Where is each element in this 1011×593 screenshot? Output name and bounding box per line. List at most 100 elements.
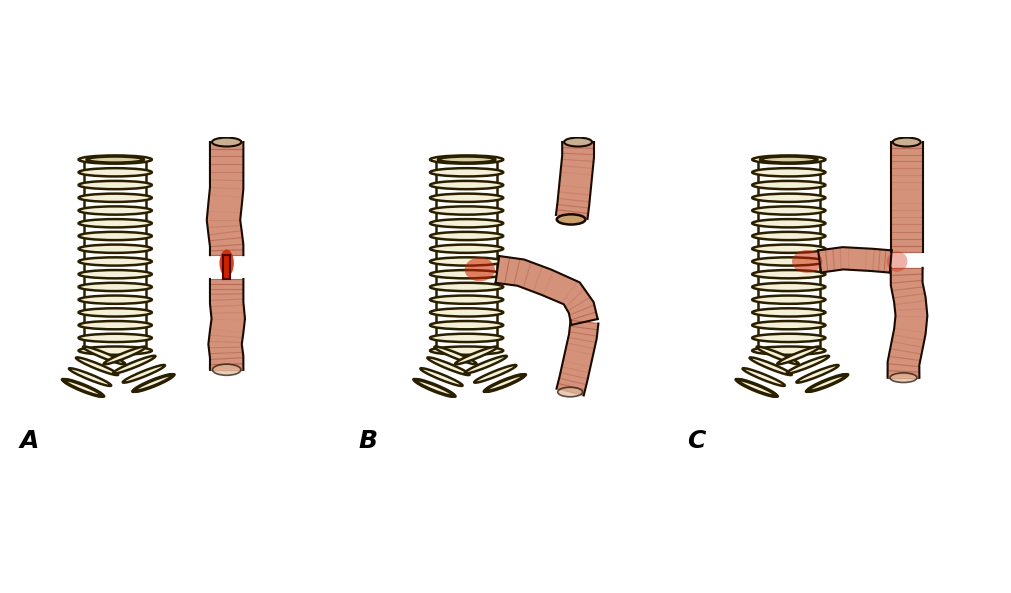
Polygon shape [223, 255, 231, 279]
Ellipse shape [416, 380, 454, 396]
Polygon shape [556, 320, 599, 396]
Ellipse shape [421, 368, 463, 386]
Ellipse shape [808, 375, 846, 391]
Ellipse shape [430, 155, 503, 164]
Ellipse shape [736, 379, 777, 397]
Ellipse shape [134, 375, 173, 391]
Ellipse shape [890, 373, 917, 382]
Ellipse shape [752, 257, 825, 266]
Ellipse shape [79, 181, 152, 189]
Ellipse shape [430, 168, 503, 177]
Ellipse shape [752, 206, 825, 215]
Ellipse shape [79, 334, 152, 342]
Ellipse shape [484, 374, 526, 392]
Ellipse shape [752, 321, 825, 329]
Ellipse shape [752, 270, 825, 278]
Ellipse shape [777, 346, 820, 364]
Ellipse shape [564, 138, 592, 146]
Ellipse shape [430, 308, 503, 317]
Ellipse shape [79, 346, 152, 355]
Ellipse shape [887, 251, 908, 272]
Ellipse shape [113, 356, 156, 374]
Ellipse shape [752, 283, 825, 291]
Polygon shape [495, 256, 598, 325]
Polygon shape [556, 142, 594, 219]
Ellipse shape [557, 214, 585, 225]
Ellipse shape [79, 257, 152, 266]
Ellipse shape [737, 380, 776, 396]
Ellipse shape [430, 232, 503, 240]
Ellipse shape [430, 334, 503, 342]
Ellipse shape [430, 206, 503, 215]
Ellipse shape [413, 379, 456, 397]
Ellipse shape [79, 270, 152, 278]
Ellipse shape [792, 250, 822, 273]
Ellipse shape [787, 356, 829, 374]
Ellipse shape [79, 194, 152, 202]
Ellipse shape [797, 365, 838, 382]
Ellipse shape [104, 346, 146, 364]
Ellipse shape [752, 194, 825, 202]
Ellipse shape [79, 206, 152, 215]
Ellipse shape [752, 308, 825, 317]
Ellipse shape [558, 387, 582, 397]
Ellipse shape [69, 368, 111, 386]
Polygon shape [888, 268, 927, 378]
Ellipse shape [749, 358, 792, 375]
Ellipse shape [219, 250, 234, 276]
Ellipse shape [474, 365, 517, 382]
Ellipse shape [83, 346, 125, 364]
Ellipse shape [756, 346, 799, 364]
Ellipse shape [87, 157, 144, 162]
Ellipse shape [79, 308, 152, 317]
Ellipse shape [752, 219, 825, 227]
Ellipse shape [430, 283, 503, 291]
Ellipse shape [430, 321, 503, 329]
Ellipse shape [465, 356, 507, 374]
Ellipse shape [893, 138, 921, 146]
Ellipse shape [438, 157, 495, 162]
Ellipse shape [430, 295, 503, 304]
Ellipse shape [79, 232, 152, 240]
Ellipse shape [752, 181, 825, 189]
Ellipse shape [752, 346, 825, 355]
Ellipse shape [806, 374, 848, 392]
Polygon shape [208, 279, 245, 370]
Ellipse shape [465, 257, 495, 281]
Ellipse shape [122, 365, 165, 382]
Ellipse shape [64, 380, 102, 396]
Ellipse shape [752, 232, 825, 240]
Ellipse shape [79, 295, 152, 304]
Ellipse shape [752, 334, 825, 342]
Ellipse shape [212, 364, 241, 375]
Ellipse shape [430, 270, 503, 278]
Ellipse shape [430, 346, 503, 355]
Text: C: C [686, 429, 706, 453]
Ellipse shape [752, 295, 825, 304]
Ellipse shape [79, 168, 152, 177]
Text: B: B [358, 429, 377, 453]
Ellipse shape [435, 346, 476, 364]
Ellipse shape [212, 138, 242, 146]
Ellipse shape [79, 244, 152, 253]
Polygon shape [818, 247, 892, 273]
Ellipse shape [752, 244, 825, 253]
Polygon shape [207, 142, 244, 255]
Ellipse shape [743, 368, 785, 386]
Ellipse shape [430, 257, 503, 266]
Ellipse shape [79, 219, 152, 227]
Text: A: A [19, 429, 39, 453]
Ellipse shape [76, 358, 118, 375]
Ellipse shape [485, 375, 525, 391]
Ellipse shape [430, 244, 503, 253]
Ellipse shape [430, 194, 503, 202]
Ellipse shape [79, 155, 152, 164]
Ellipse shape [62, 379, 104, 397]
Ellipse shape [752, 155, 825, 164]
Ellipse shape [79, 321, 152, 329]
Ellipse shape [428, 358, 469, 375]
Ellipse shape [430, 181, 503, 189]
Ellipse shape [752, 168, 825, 177]
Ellipse shape [455, 346, 497, 364]
Ellipse shape [132, 374, 175, 392]
